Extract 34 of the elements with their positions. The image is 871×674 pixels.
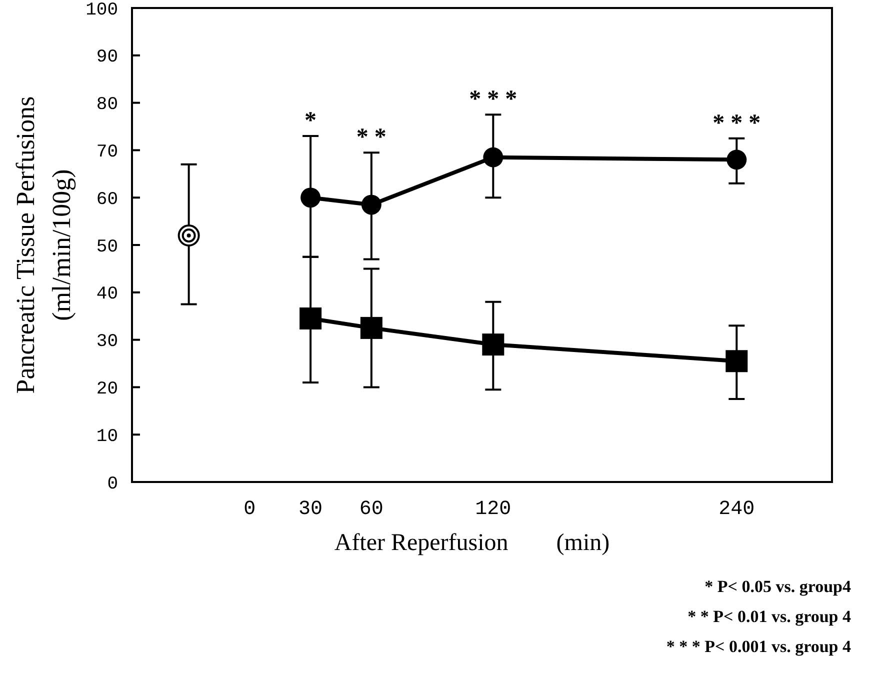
point [483,147,504,168]
y-axis-title: Pancreatic Tissue Perfusions (ml/min/100g) [11,96,76,394]
text: * * P< 0.01 vs. group 4 [688,607,852,626]
x-tick-label: 30 [298,498,323,521]
y-tick-label: 10 [96,426,118,447]
annotation: * * [356,124,386,151]
point [300,307,322,330]
x-axis-title: After Reperfusion (min) [334,530,610,556]
y-tick-label: 60 [96,190,118,210]
annotation: * * * [712,110,761,136]
point [726,150,747,170]
point [482,334,504,356]
x-tick-label: 120 [475,498,512,521]
text: * * * P< 0.001 vs. group 4 [666,637,852,656]
annotation: * [304,108,317,134]
y-tick-label: 100 [86,0,118,20]
y-tick-label: 30 [96,332,118,352]
y-tick-label: 90 [96,48,118,68]
y-tick-label: 80 [96,95,118,116]
x-tick-label: 240 [718,498,755,521]
y-tick-label: 0 [107,474,118,494]
y-tick-label: 40 [96,284,118,305]
y-tick-label: 20 [96,380,118,400]
point [726,350,748,372]
annotation: * * * [469,86,518,113]
x-tick-label: 60 [359,498,384,521]
point [360,316,382,339]
y-tick-label: 70 [96,142,118,162]
text: * P< 0.05 vs. group4 [704,577,852,596]
point [300,188,321,208]
x-tick-label: 0 [244,498,256,521]
point [178,224,200,247]
point [361,194,382,215]
y-tick-label: 50 [96,237,118,258]
